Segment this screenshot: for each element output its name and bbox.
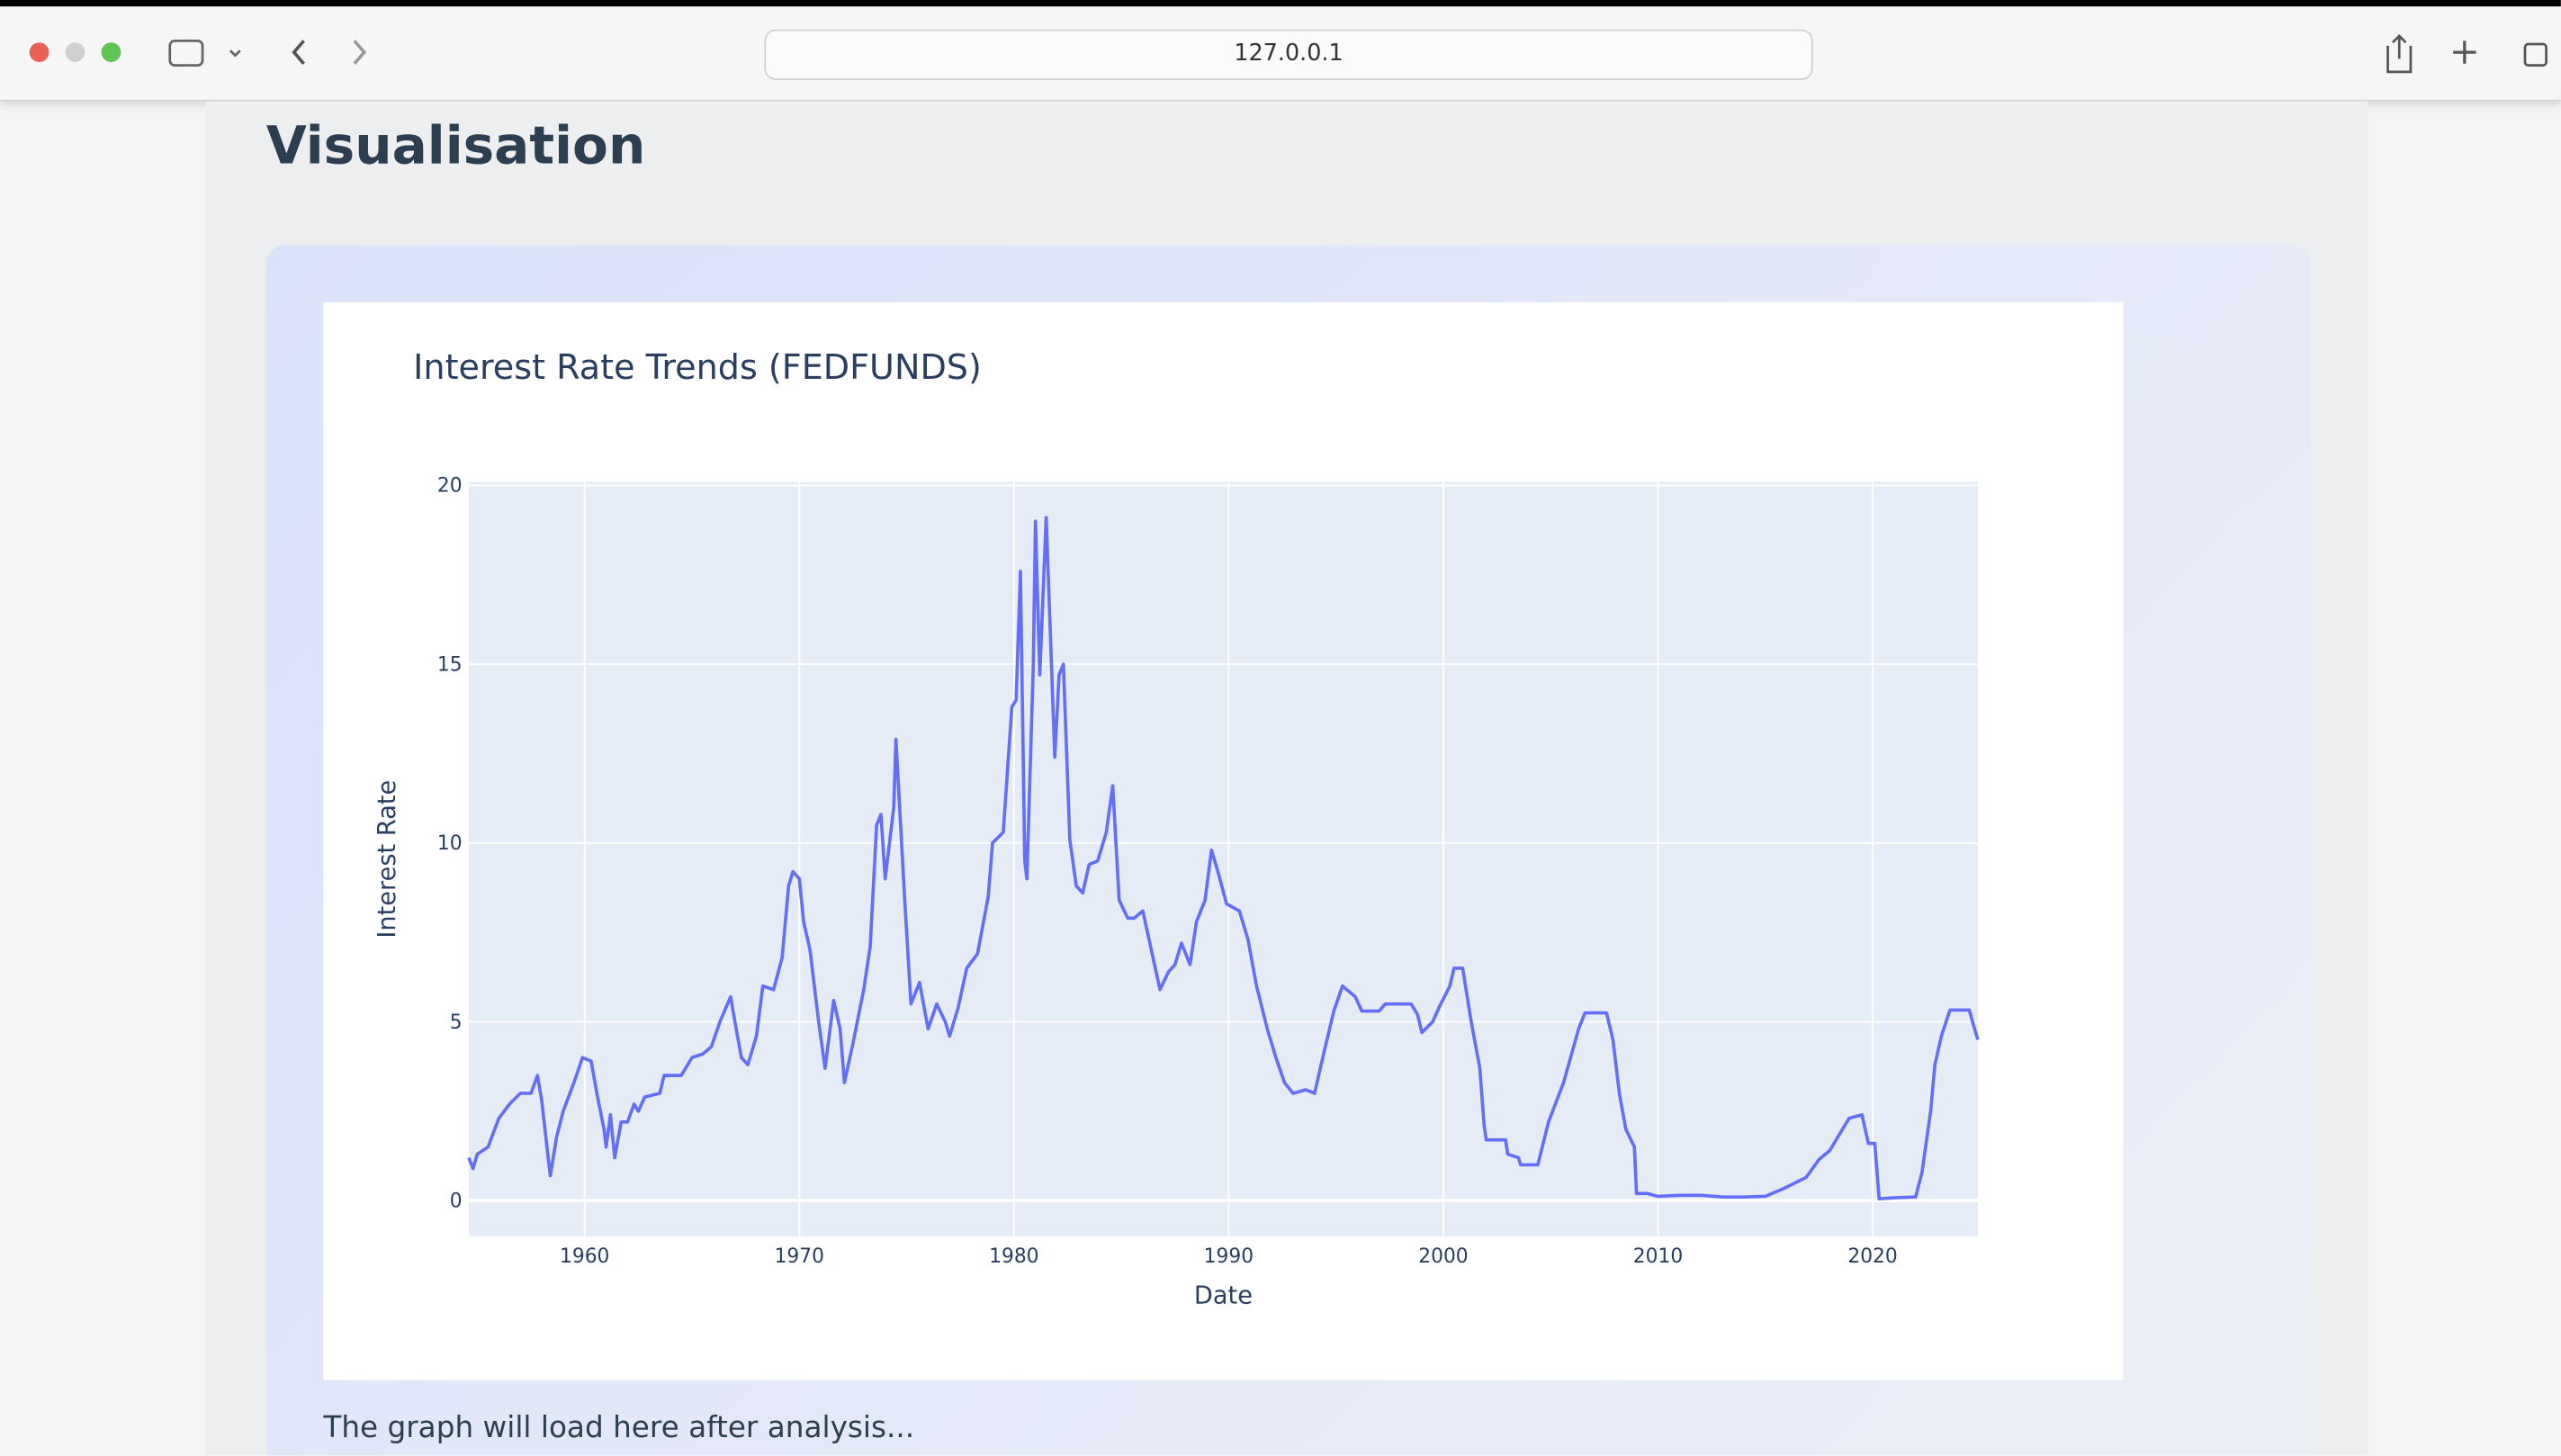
- x-tick-label: 2020: [1847, 1245, 1897, 1268]
- maximize-button[interactable]: [101, 42, 121, 62]
- y-tick-label: 10: [437, 832, 463, 855]
- minimize-button[interactable]: [65, 42, 85, 62]
- data-line: [467, 516, 1980, 1201]
- x-axis-title: Date: [1194, 1281, 1253, 1309]
- forward-button[interactable]: [353, 40, 367, 65]
- y-tick-label: 20: [437, 475, 463, 498]
- new-tab-button[interactable]: [2453, 40, 2476, 64]
- chart: Interest Rate Trends (FEDFUNDS) Date Int…: [373, 347, 1980, 1309]
- page-heading: Visualisation: [265, 114, 646, 177]
- status-text: The graph will load here after analysis.…: [323, 1411, 915, 1446]
- y-axis-title: Interest Rate: [373, 780, 401, 939]
- back-button[interactable]: [292, 40, 305, 65]
- share-button[interactable]: [2386, 34, 2413, 74]
- x-tick-label: 1960: [560, 1245, 609, 1268]
- toolbar-icons: [29, 34, 2548, 74]
- x-tick-label: 1970: [775, 1245, 824, 1268]
- browser-toolbar: 127.0.0.1: [0, 6, 2561, 102]
- x-tick-label: 1990: [1204, 1245, 1254, 1268]
- y-tick-label: 5: [450, 1011, 463, 1034]
- url-text: 127.0.0.1: [1234, 40, 1343, 67]
- close-button[interactable]: [29, 42, 49, 62]
- address-bar[interactable]: 127.0.0.1: [764, 29, 1813, 80]
- sidebar-button[interactable]: [168, 40, 204, 67]
- sidebar-menu[interactable]: [229, 49, 241, 58]
- chart-title: Interest Rate Trends (FEDFUNDS): [413, 347, 982, 387]
- y-tick-label: 15: [437, 653, 463, 676]
- chart-container: Interest Rate Trends (FEDFUNDS) Date Int…: [323, 301, 2124, 1380]
- plot-area: [468, 481, 1978, 1236]
- x-tick-label: 2000: [1418, 1245, 1468, 1268]
- x-tick-label: 2010: [1633, 1245, 1683, 1268]
- tabs-button[interactable]: [2523, 42, 2548, 67]
- top-edge: [0, 0, 2561, 7]
- y-tick-label: 0: [450, 1190, 463, 1212]
- x-tick-label: 1980: [989, 1245, 1038, 1268]
